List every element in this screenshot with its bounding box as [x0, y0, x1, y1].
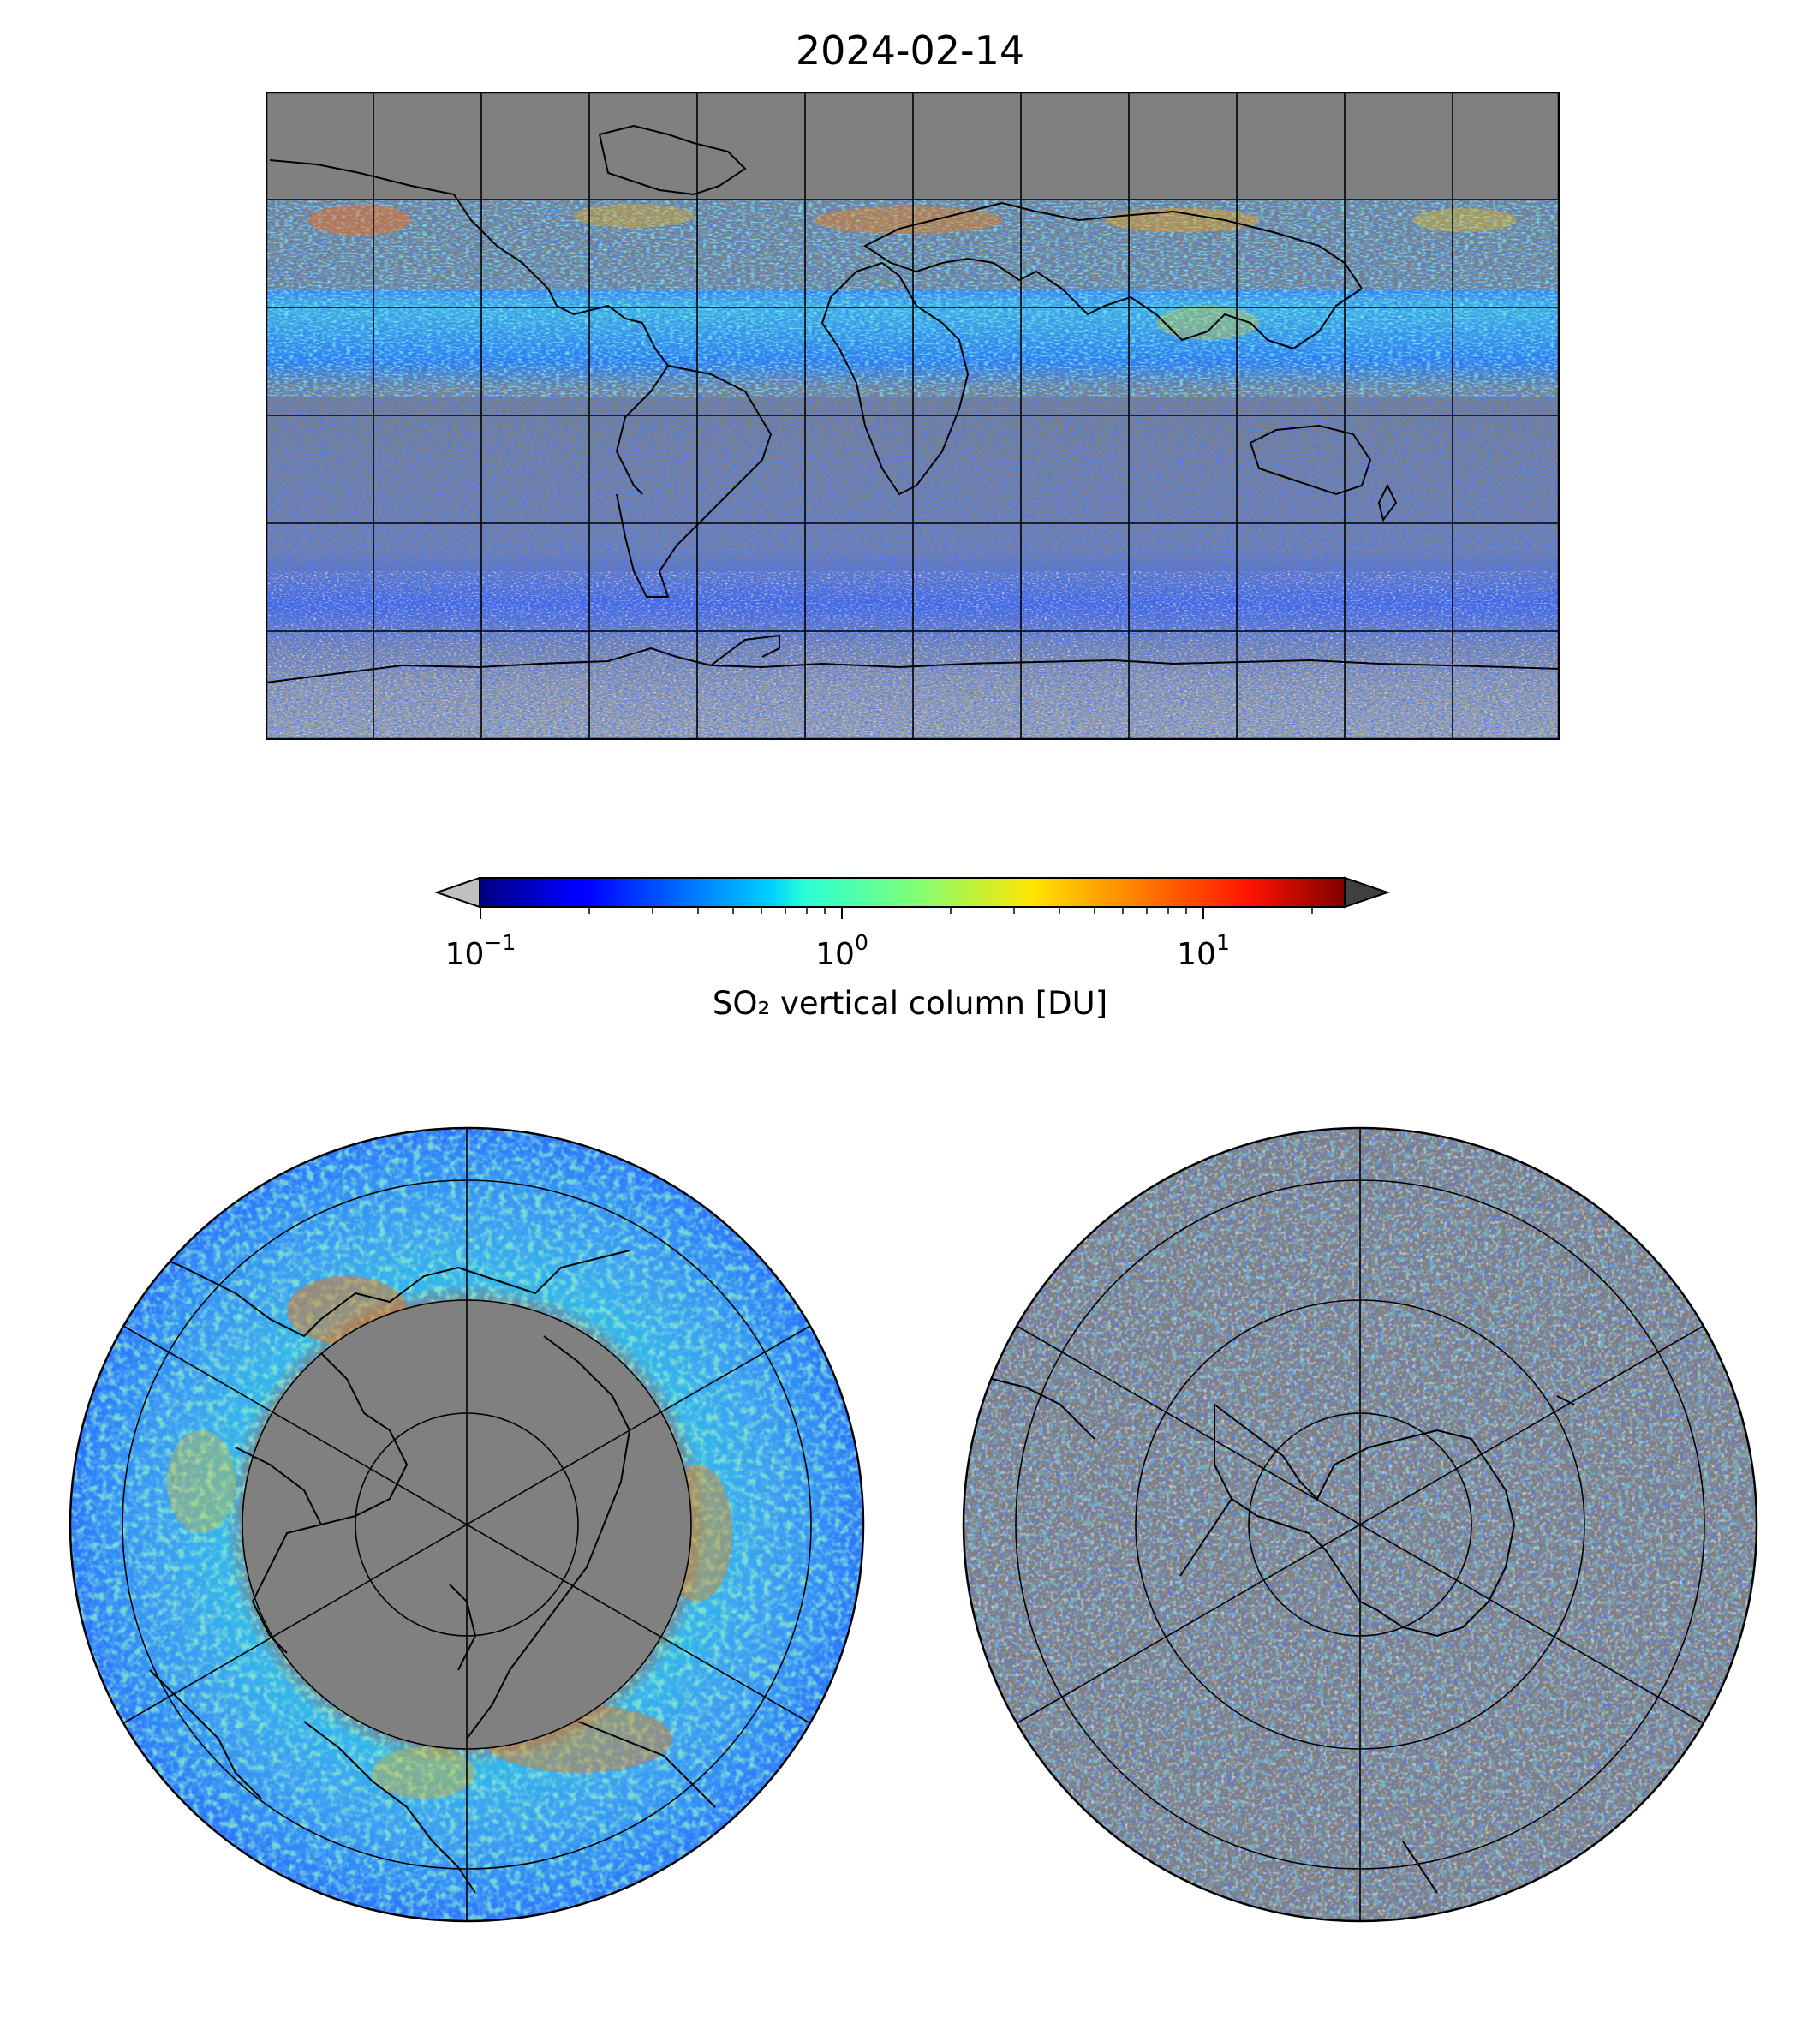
- colorbar-over-extension: [1344, 876, 1391, 909]
- colorbar-minor-ticks: [588, 907, 1313, 914]
- colorbar-tick-label-1: 100: [815, 930, 868, 972]
- north-gridlines: [122, 1128, 812, 1921]
- colorbar-under-extension: [433, 876, 480, 909]
- colorbar-gradient: [479, 877, 1346, 908]
- global-gridlines: [266, 92, 1560, 740]
- north-map-frame: [69, 1126, 865, 1923]
- colorbar-tick-label-2: 101: [1177, 930, 1230, 972]
- south-map-frame: [962, 1126, 1758, 1923]
- colorbar-major-ticks: [480, 907, 1204, 919]
- figure-title: 2024-02-14: [795, 27, 1025, 74]
- colorbar-tick-label-0: 10−1: [445, 930, 516, 972]
- south-gridlines: [1015, 1128, 1705, 1921]
- global-map-frame: [266, 92, 1560, 740]
- colorbar: [433, 876, 1391, 919]
- north-polar-map: [69, 1126, 865, 1923]
- colorbar-label: SO₂ vertical column [DU]: [712, 985, 1108, 1022]
- global-map: [266, 92, 1560, 740]
- south-polar-map: [962, 1126, 1758, 1923]
- south-coastlines: [991, 1378, 1575, 1894]
